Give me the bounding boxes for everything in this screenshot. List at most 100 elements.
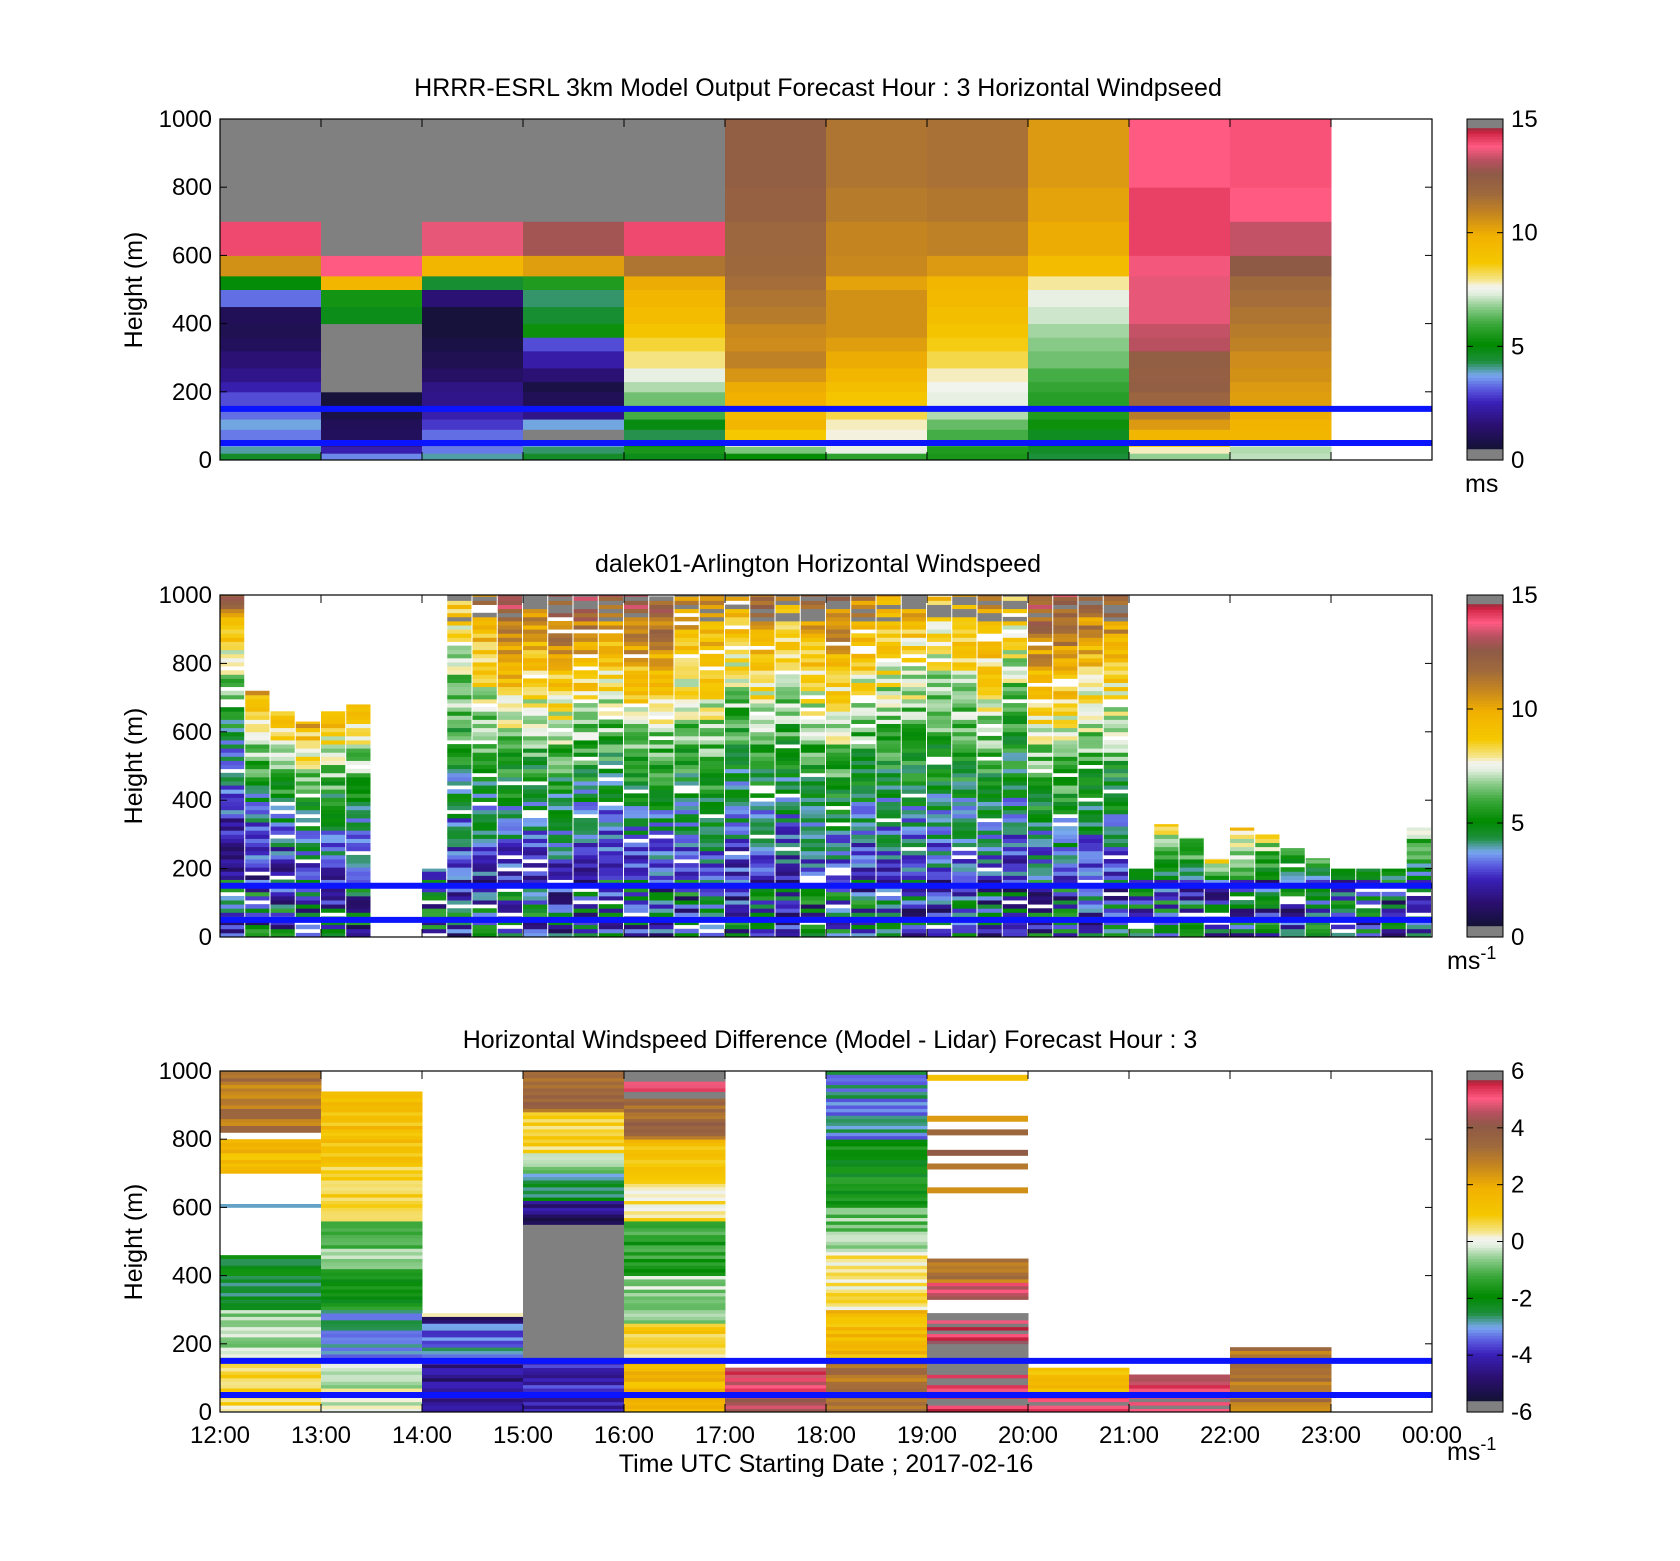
heatmap-cell xyxy=(927,1319,1029,1324)
heatmap-cell xyxy=(624,408,726,420)
x-tick-label: 19:00 xyxy=(897,1422,957,1449)
heatmap-cell xyxy=(800,826,825,831)
heatmap-cell xyxy=(952,595,977,597)
heatmap-cell xyxy=(447,928,472,934)
heatmap-cell xyxy=(220,637,245,642)
heatmap-cell xyxy=(800,912,825,917)
heatmap-cell xyxy=(927,1115,1028,1122)
heatmap-cell xyxy=(497,850,522,856)
heatmap-cell xyxy=(952,781,977,786)
heatmap-cell xyxy=(548,904,573,909)
heatmap-cell xyxy=(548,604,573,610)
colorbar-swatch xyxy=(1467,448,1503,453)
heatmap-cell xyxy=(901,678,926,683)
heatmap-cell xyxy=(876,785,901,790)
heatmap-cell xyxy=(674,822,699,827)
heatmap-cell xyxy=(1028,629,1053,634)
heatmap-cell xyxy=(422,391,524,410)
heatmap-cell xyxy=(674,891,699,897)
heatmap-cell xyxy=(750,863,775,868)
colorbar-swatch xyxy=(1467,207,1503,211)
heatmap-cell xyxy=(447,649,472,655)
heatmap-cell xyxy=(523,1074,625,1079)
heatmap-cell xyxy=(952,686,977,692)
heatmap-cell xyxy=(977,649,1002,655)
heatmap-cell xyxy=(624,616,649,622)
heatmap-cell xyxy=(750,608,775,614)
colorbar-swatch xyxy=(1467,309,1503,313)
heatmap-cell xyxy=(1002,789,1027,794)
colorbar-swatch xyxy=(1467,880,1503,884)
heatmap-cell xyxy=(497,670,522,675)
heatmap-cell xyxy=(775,595,800,597)
heatmap-cell xyxy=(952,805,977,811)
heatmap-cell xyxy=(901,813,926,819)
heatmap-cell xyxy=(699,842,724,848)
colorbar-swatch xyxy=(1467,1346,1503,1351)
heatmap-cell xyxy=(523,1244,625,1249)
heatmap-cell xyxy=(624,1309,726,1314)
heatmap-cell xyxy=(927,846,952,852)
heatmap-cell xyxy=(851,785,876,790)
heatmap-cell xyxy=(270,838,295,844)
heatmap-cell xyxy=(800,657,825,663)
heatmap-cell xyxy=(422,1405,524,1409)
heatmap-cell xyxy=(523,1333,625,1338)
heatmap-cell xyxy=(598,682,623,688)
heatmap-cell xyxy=(826,1094,928,1099)
heatmap-cell xyxy=(1204,932,1229,938)
heatmap-cell xyxy=(927,830,952,835)
colorbar-swatch xyxy=(1467,406,1503,410)
heatmap-cell xyxy=(725,221,827,256)
heatmap-cell xyxy=(573,908,598,913)
heatmap-cell xyxy=(952,723,977,729)
heatmap-cell xyxy=(598,698,623,704)
heatmap-cell xyxy=(1230,908,1255,913)
colorbar-swatch xyxy=(1467,1167,1503,1172)
heatmap-cell xyxy=(573,723,598,729)
heatmap-cell xyxy=(598,645,623,651)
heatmap-cell xyxy=(598,789,623,794)
heatmap-cell xyxy=(1103,748,1128,753)
heatmap-cell xyxy=(952,838,977,844)
heatmap-cell xyxy=(901,711,926,716)
heatmap-cell xyxy=(598,768,623,774)
heatmap-cell xyxy=(598,826,623,831)
heatmap-cell xyxy=(826,694,851,700)
heatmap-cell xyxy=(1154,826,1179,831)
heatmap-cell xyxy=(573,760,598,766)
heatmap-cell xyxy=(1028,785,1053,790)
heatmap-cell xyxy=(573,789,598,794)
x-tick-label: 15:00 xyxy=(493,1422,553,1449)
heatmap-cell xyxy=(674,817,699,823)
heatmap-cell xyxy=(1028,776,1053,782)
heatmap-cell xyxy=(523,1210,625,1215)
heatmap-cell xyxy=(598,822,623,827)
heatmap-cell xyxy=(927,604,952,610)
heatmap-cell xyxy=(1002,817,1027,823)
heatmap-cell xyxy=(598,891,623,897)
heatmap-cell xyxy=(1406,834,1431,839)
heatmap-cell xyxy=(245,809,270,815)
y-tick-label: 200 xyxy=(172,1331,212,1358)
heatmap-cell xyxy=(523,1176,625,1181)
heatmap-cell xyxy=(523,119,625,188)
heatmap-cell xyxy=(927,629,952,634)
heatmap-cell xyxy=(447,731,472,737)
heatmap-cell xyxy=(523,1296,625,1300)
heatmap-cell xyxy=(321,275,423,290)
heatmap-cell xyxy=(901,731,926,737)
heatmap-cell xyxy=(725,381,827,393)
heatmap-cell xyxy=(851,690,876,696)
heatmap-cell xyxy=(927,904,952,909)
colorbar-swatch xyxy=(1467,1400,1503,1405)
heatmap-cell xyxy=(826,1077,928,1082)
heatmap-cell xyxy=(220,735,245,741)
y-tick-label: 200 xyxy=(172,379,212,406)
heatmap-cell xyxy=(750,928,775,934)
heatmap-cell xyxy=(775,900,800,905)
heatmap-cell xyxy=(624,1248,726,1253)
heatmap-cell xyxy=(952,887,977,893)
heatmap-cell xyxy=(295,740,320,745)
heatmap-cell xyxy=(927,772,952,778)
